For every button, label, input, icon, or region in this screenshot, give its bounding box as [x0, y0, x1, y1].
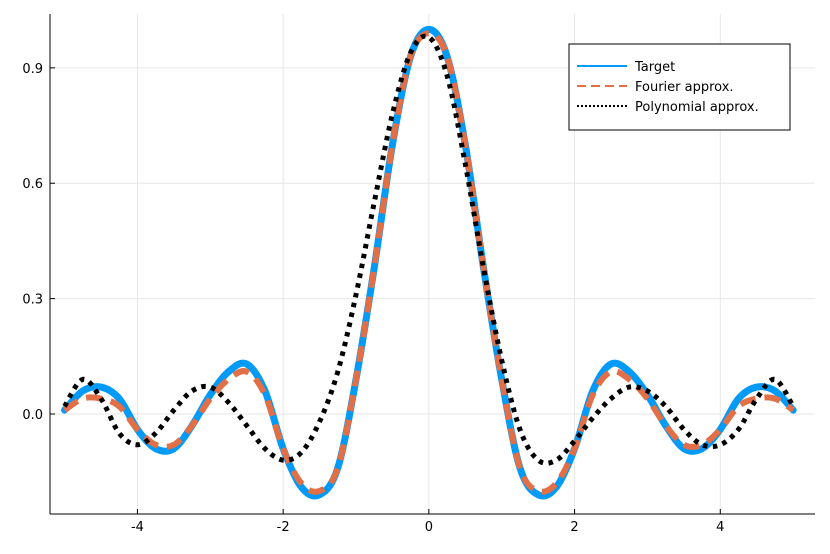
x-tick-label: 2: [570, 520, 578, 535]
y-tick-label: 0.3: [22, 293, 43, 308]
legend: Target Fourier approx. Polynomial approx.: [568, 43, 791, 131]
series-fourier-line: [62, 30, 795, 495]
tick-labels: -4 -2 0 2 4 0.0 0.3 0.6 0.9: [22, 62, 724, 535]
legend-item-target-label: Target: [634, 60, 675, 75]
y-tick-label: 0.0: [22, 408, 43, 423]
x-tick-label: 4: [716, 520, 724, 535]
x-tick-label: -4: [131, 520, 144, 535]
axes: [49, 14, 815, 515]
legend-item-polynomial-label: Polynomial approx.: [635, 100, 759, 115]
y-tick-label: 0.6: [22, 177, 43, 192]
y-tick-label: 0.9: [22, 62, 43, 77]
x-tick-label: -2: [277, 520, 290, 535]
x-tick-label: 0: [425, 520, 433, 535]
legend-item-fourier-label: Fourier approx.: [635, 80, 734, 95]
series-layer: [61, 25, 797, 500]
